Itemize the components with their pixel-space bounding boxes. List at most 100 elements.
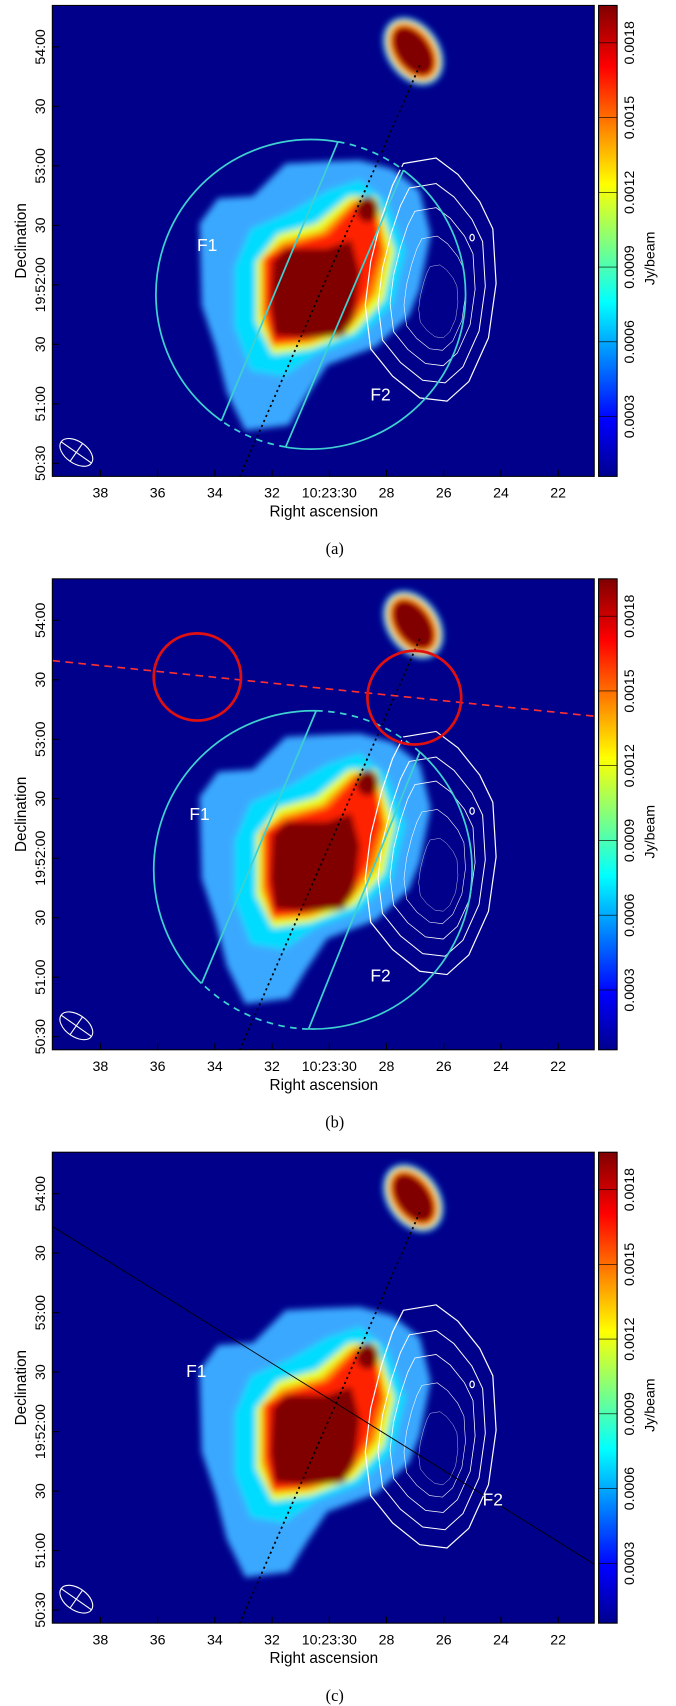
radio-image	[52, 5, 594, 476]
region-label: F1	[186, 1361, 206, 1381]
x-tick-label: 24	[493, 486, 509, 502]
y-tick-label: 54:00	[33, 602, 49, 638]
y-tick-label: 53:00	[33, 148, 49, 184]
x-tick-label: 32	[264, 1059, 280, 1075]
colorbar-label: Jy/beam	[643, 232, 659, 286]
colorbar-tick-label: 0.0015	[622, 669, 638, 712]
colorbar-tick-label: 0.0012	[622, 744, 638, 787]
x-tick-label: 28	[379, 1059, 395, 1075]
x-tick-label: 38	[93, 1059, 109, 1075]
colorbar-tick-label: 0.0015	[622, 96, 638, 139]
x-tick-label: 34	[207, 486, 223, 502]
y-tick-label: 30	[33, 98, 49, 114]
colorbar-tick-label: 0.0006	[622, 1467, 638, 1510]
x-tick-label: 24	[493, 1632, 509, 1648]
y-tick-label: 30	[33, 217, 49, 233]
panel-caption: (b)	[325, 1113, 344, 1132]
x-tick-label: 34	[207, 1059, 223, 1075]
x-axis-label: Right ascension	[270, 1077, 379, 1094]
colorbar-tick-label: 0.0003	[622, 395, 638, 438]
colorbar-tick-label: 0.0015	[622, 1243, 638, 1286]
plot-frame	[51, 578, 595, 1051]
x-tick-label: 28	[379, 1632, 395, 1648]
colorbar-tick-label: 0.0009	[622, 245, 638, 288]
y-tick-label: 30	[33, 1245, 49, 1261]
x-tick-label: 22	[550, 1059, 566, 1075]
region-label: F2	[370, 384, 390, 404]
y-axis-label: Declination	[13, 777, 30, 852]
x-tick-label: 36	[150, 1059, 166, 1075]
x-tick-label: 38	[93, 1632, 109, 1648]
panel-caption: (c)	[326, 1686, 344, 1705]
radio-image	[52, 1152, 594, 1623]
colorbar-tick-label: 0.0018	[622, 21, 638, 64]
region-label: F1	[197, 235, 217, 255]
colorbar-tick-label: 0.0006	[622, 320, 638, 363]
x-tick-label: 10:23:30	[302, 1059, 357, 1075]
y-tick-label: 53:00	[33, 1295, 49, 1331]
colorbar-tick-label: 0.0006	[622, 893, 638, 936]
colorbar	[598, 4, 618, 477]
colorbar-tick-label: 0.0003	[622, 968, 638, 1011]
x-tick-label: 26	[436, 486, 452, 502]
region-label: F2	[370, 965, 390, 985]
x-tick-label: 26	[436, 1632, 452, 1648]
x-tick-label: 38	[93, 486, 109, 502]
colorbar-tick-label: 0.0018	[622, 1168, 638, 1211]
x-tick-label: 22	[550, 486, 566, 502]
x-tick-label: 10:23:30	[302, 486, 357, 502]
y-tick-label: 30	[33, 1483, 49, 1499]
y-axis-label: Declination	[13, 203, 30, 278]
y-tick-label: 53:00	[33, 721, 49, 757]
y-tick-label: 51:00	[33, 386, 49, 422]
y-tick-label: 30	[33, 791, 49, 807]
y-tick-label: 50:30	[33, 445, 49, 481]
x-tick-label: 26	[436, 1059, 452, 1075]
panel-caption: (a)	[326, 539, 344, 558]
x-tick-label: 24	[493, 1059, 509, 1075]
colorbar-tick-label: 0.0009	[622, 1392, 638, 1435]
x-tick-label: 36	[150, 1632, 166, 1648]
colorbar-tick-label: 0.0018	[622, 594, 638, 637]
plot-frame	[51, 1151, 595, 1624]
colorbar	[598, 1151, 618, 1624]
region-overlay-c	[52, 631, 595, 1565]
y-tick-label: 30	[33, 336, 49, 352]
x-tick-label: 32	[264, 486, 280, 502]
x-tick-label: 22	[550, 1632, 566, 1648]
colorbar-tick-label: 0.0012	[622, 1317, 638, 1360]
x-tick-label: 36	[150, 486, 166, 502]
y-tick-label: 30	[33, 910, 49, 926]
x-tick-label: 10:23:30	[302, 1632, 357, 1648]
x-tick-label: 28	[379, 486, 395, 502]
colorbar-tick-label: 0.0009	[622, 819, 638, 862]
region-overlay-a	[155, 138, 467, 450]
y-tick-label: 19:52:00	[33, 1404, 49, 1459]
y-tick-label: 54:00	[33, 1176, 49, 1212]
colorbar	[598, 578, 618, 1051]
y-tick-label: 54:00	[33, 29, 49, 65]
y-tick-label: 30	[33, 1364, 49, 1380]
colorbar-tick-label: 0.0003	[622, 1542, 638, 1585]
y-tick-label: 50:30	[33, 1592, 49, 1628]
x-axis-label: Right ascension	[270, 1650, 379, 1667]
radio-image	[52, 579, 594, 1050]
x-tick-label: 32	[264, 1632, 280, 1648]
colorbar-tick-label: 0.0012	[622, 171, 638, 214]
y-tick-label: 19:52:00	[33, 831, 49, 886]
y-tick-label: 51:00	[33, 1533, 49, 1569]
x-axis-label: Right ascension	[270, 503, 379, 520]
y-tick-label: 50:30	[33, 1019, 49, 1055]
colorbar-label: Jy/beam	[643, 1378, 659, 1432]
y-tick-label: 51:00	[33, 959, 49, 995]
y-tick-label: 19:52:00	[33, 257, 49, 312]
y-tick-label: 30	[33, 672, 49, 688]
plot-frame	[51, 4, 595, 477]
colorbar-label: Jy/beam	[643, 805, 659, 859]
y-axis-label: Declination	[13, 1350, 30, 1425]
region-label: F2	[483, 1490, 503, 1510]
region-label: F1	[189, 804, 209, 824]
x-tick-label: 34	[207, 1632, 223, 1648]
